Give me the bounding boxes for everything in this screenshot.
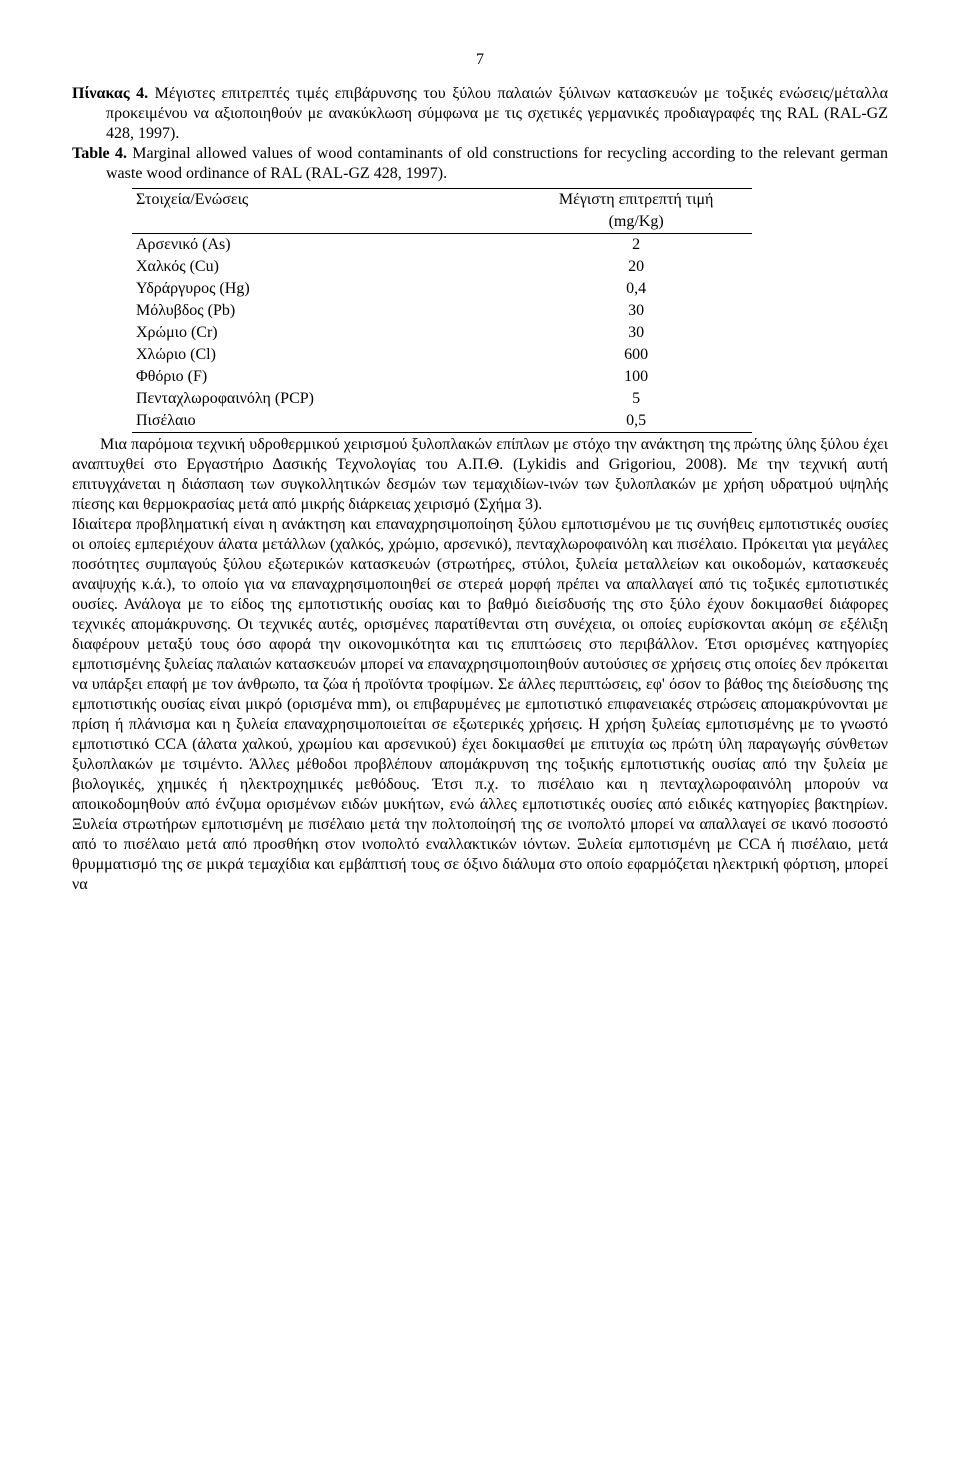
caption-english-lead: Table 4. [72,145,127,162]
table-row: Χλώριο (Cl) 600 [132,344,752,366]
table-cell-value: 100 [520,366,752,388]
table-row: Πενταχλωροφαινόλη (PCP) 5 [132,388,752,410]
table-row: Αρσενικό (As) 2 [132,234,752,257]
table-row: Πισέλαιο 0,5 [132,410,752,433]
body-paragraph-1: Μια παρόμοια τεχνική υδροθερμικού χειρισ… [72,435,888,515]
table-header-left: Στοιχεία/Ενώσεις [132,189,520,212]
table-header-right-line1: Μέγιστη επιτρεπτή τιμή [520,189,752,212]
table-cell-label: Χρώμιο (Cr) [132,322,520,344]
table-cell-label: Υδράργυρος (Hg) [132,278,520,300]
table-cell-label: Χλώριο (Cl) [132,344,520,366]
table-cell-value: 0,4 [520,278,752,300]
table-caption-english: Table 4. Marginal allowed values of wood… [72,144,888,184]
table-cell-value: 30 [520,300,752,322]
table-cell-label: Φθόριο (F) [132,366,520,388]
table-cell-label: Πισέλαιο [132,410,520,433]
table-row: Υδράργυρος (Hg) 0,4 [132,278,752,300]
caption-greek-text: Μέγιστες επιτρεπτές τιμές επιβάρυνσης το… [106,85,888,142]
table-caption-greek: Πίνακας 4. Μέγιστες επιτρεπτές τιμές επι… [72,84,888,144]
table-cell-value: 30 [520,322,752,344]
table-cell-label: Πενταχλωροφαινόλη (PCP) [132,388,520,410]
table-row: Φθόριο (F) 100 [132,366,752,388]
table-row: Χρώμιο (Cr) 30 [132,322,752,344]
table-cell-label: Χαλκός (Cu) [132,256,520,278]
table-header-row-2: (mg/Kg) [132,211,752,234]
caption-english-text: Marginal allowed values of wood contamin… [106,145,888,182]
table-row: Χαλκός (Cu) 20 [132,256,752,278]
table-row: Μόλυβδος (Pb) 30 [132,300,752,322]
table-cell-value: 5 [520,388,752,410]
table-cell-label: Μόλυβδος (Pb) [132,300,520,322]
body-paragraph-2: Ιδιαίτερα προβληματική είναι η ανάκτηση … [72,515,888,895]
contaminants-table: Στοιχεία/Ενώσεις Μέγιστη επιτρεπτή τιμή … [132,188,752,433]
table-header-row: Στοιχεία/Ενώσεις Μέγιστη επιτρεπτή τιμή [132,189,752,212]
table-header-empty [132,211,520,234]
table-cell-label: Αρσενικό (As) [132,234,520,257]
table-cell-value: 600 [520,344,752,366]
table-cell-value: 20 [520,256,752,278]
table-cell-value: 2 [520,234,752,257]
table-header-right-line2: (mg/Kg) [520,211,752,234]
table-cell-value: 0,5 [520,410,752,433]
page-number: 7 [72,50,888,70]
caption-greek-lead: Πίνακας 4. [72,85,148,102]
